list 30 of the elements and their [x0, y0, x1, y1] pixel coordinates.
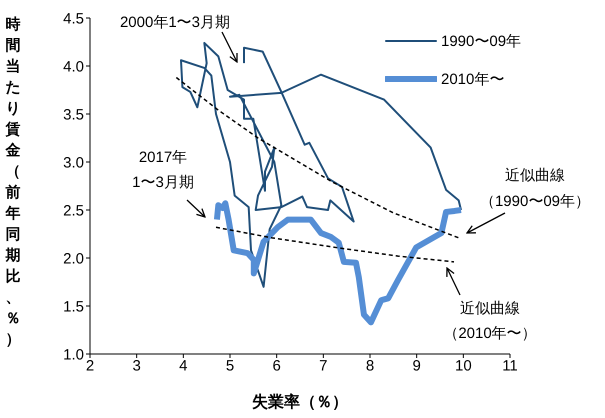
y-tick-label: 2.0: [63, 250, 84, 268]
x-tick-label: 11: [502, 358, 518, 375]
x-tick-label: 9: [412, 358, 421, 375]
legend-label: 1990〜09年: [441, 32, 522, 50]
annotation: 近似曲線: [505, 167, 565, 184]
annotation: 近似曲線: [460, 300, 520, 317]
x-tick-label: 10: [454, 358, 472, 375]
x-tick-label: 8: [366, 358, 374, 375]
y-tick-label: 3.0: [63, 154, 84, 172]
y-tick-label: 2.5: [63, 202, 84, 220]
x-tick-label: 7: [319, 358, 328, 375]
y-tick-label: 1.0: [63, 346, 84, 364]
legend-label: 2010年〜: [441, 70, 504, 88]
y-tick-label: 4.5: [63, 10, 84, 28]
x-tick-label: 6: [272, 358, 281, 375]
x-axis-title: 失業率（％）: [251, 392, 349, 413]
x-tick-label: 5: [226, 358, 234, 375]
x-tick-label: 4: [179, 358, 188, 375]
annotation: （2010年〜）: [443, 325, 537, 342]
annotation: 2000年1〜3月期: [120, 14, 230, 31]
line-series: [215, 226, 455, 263]
annotation: （1990〜09年）: [480, 193, 590, 210]
y-tick-label: 3.5: [63, 106, 84, 124]
y-tick-label: 4.0: [63, 58, 84, 76]
text: 時間当たり賃金（前年同期比、％）: [6, 16, 20, 348]
x-tick-label: 2: [86, 358, 94, 375]
annotation: 1〜3月期: [132, 174, 194, 191]
annotation: 2017年: [138, 149, 188, 166]
x-tick-label: 3: [132, 358, 141, 375]
y-tick-label: 1.5: [63, 298, 84, 316]
